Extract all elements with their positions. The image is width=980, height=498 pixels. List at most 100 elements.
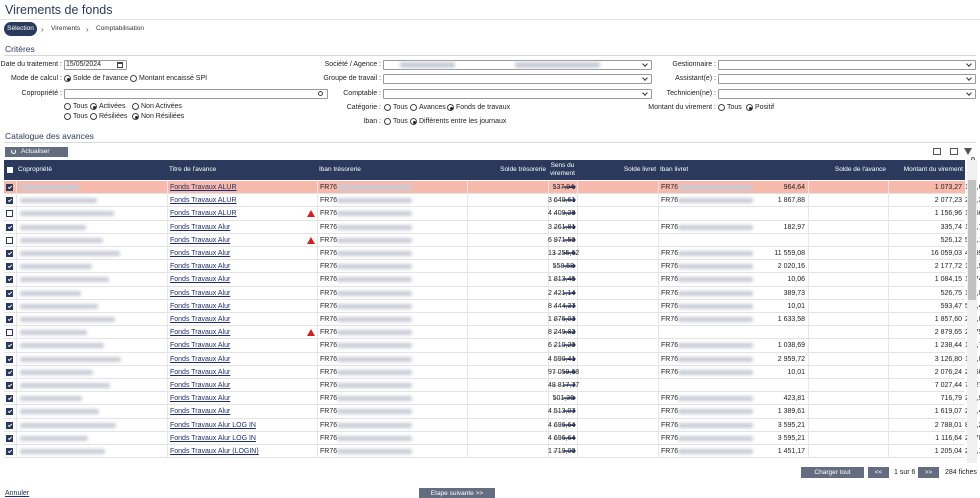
advance-title[interactable]: Fonds Travaux Alur [170,236,231,244]
radio-label[interactable]: Positif [755,104,775,111]
row-checkbox[interactable] [6,289,13,297]
radio[interactable] [90,113,97,120]
radio[interactable] [746,104,753,111]
column-header[interactable]: Titre de l'avance [169,166,217,173]
column-header[interactable]: Montant du virement [903,166,963,173]
radio-label[interactable]: Solde de l'avance [73,75,129,82]
column-header[interactable]: Iban trésorerie [319,166,361,173]
column-header[interactable]: Solde livret [623,166,656,173]
refresh-label[interactable]: Actualiser [21,148,50,155]
advance-title[interactable]: Fonds Travaux Alur [170,289,231,297]
advance-title[interactable]: Fonds Travaux ALUR [170,197,237,205]
advance-title[interactable]: Fonds Travaux Alur [170,368,231,376]
advance-title[interactable]: Fonds Travaux Alur [170,276,231,284]
radio-label[interactable]: Différents entre les journaux [419,118,507,125]
radio[interactable] [130,75,137,82]
select[interactable] [718,60,976,70]
radio[interactable] [132,113,139,120]
load-all-button[interactable]: Charger tout [801,467,864,478]
radio[interactable] [410,118,417,125]
radio[interactable] [410,104,417,111]
column-header[interactable]: Copropriété [18,166,52,173]
advance-title[interactable]: Fonds Travaux ALUR [170,210,237,218]
row-checkbox[interactable] [6,368,13,376]
tool-icon[interactable] [950,148,958,155]
select[interactable] [718,89,976,99]
radio[interactable] [447,104,454,111]
radio[interactable] [64,75,71,82]
radio-label[interactable]: Tous [727,104,742,111]
radio-label[interactable]: Non Activées [141,103,182,110]
row-checkbox[interactable] [6,421,13,429]
header-checkbox[interactable] [7,167,13,173]
radio[interactable] [90,103,97,110]
filter-icon[interactable] [964,148,972,155]
prev-button[interactable]: << [868,467,889,478]
cancel-link[interactable]: Annuler [5,490,30,497]
row-checkbox[interactable] [6,302,13,310]
row-checkbox[interactable] [6,223,13,231]
next-button[interactable]: >> [918,467,939,478]
step[interactable]: Comptabilisation [96,25,145,32]
radio[interactable] [718,104,725,111]
column-header[interactable]: Sens du virement [550,162,575,177]
row-checkbox[interactable] [6,250,13,257]
step-active[interactable]: Sélection [4,22,37,36]
row-checkbox[interactable] [6,184,13,191]
advance-title[interactable]: Fonds Travaux Alur [170,316,231,323]
advance-title[interactable]: Fonds Travaux Alur [170,302,231,310]
row-checkbox[interactable] [6,276,13,284]
row-checkbox[interactable] [6,210,13,218]
advance-title[interactable]: Fonds Travaux Alur [170,250,231,257]
row-checkbox[interactable] [6,434,13,442]
advance-title[interactable]: Fonds Travaux Alur [170,382,231,389]
row-checkbox[interactable] [6,355,13,363]
next-step-button[interactable]: Etape suivante >> [419,488,495,498]
column-header[interactable]: Solde trésorerie [500,166,546,173]
radio-label[interactable]: Résiliées [99,113,128,120]
radio-label[interactable]: Activées [99,103,126,110]
radio-label[interactable]: Tous [73,103,88,110]
select[interactable] [383,74,652,84]
advance-title[interactable]: Fonds Travaux Alur [170,342,231,350]
advance-title[interactable]: Fonds Travaux Alur LOG IN [170,421,256,429]
advance-title[interactable]: Fonds Travaux Alur [170,408,231,416]
radio[interactable] [384,118,391,125]
advance-title[interactable]: Fonds Travaux Alur [170,223,231,231]
advance-title[interactable]: Fonds Travaux Alur [170,395,231,403]
row-checkbox[interactable] [6,263,13,271]
radio-label[interactable]: Avances [419,104,446,111]
radio[interactable] [64,103,71,110]
advance-title[interactable]: Fonds Travaux Alur [170,329,231,337]
radio-label[interactable]: Tous [393,118,408,125]
row-checkbox[interactable] [6,408,13,416]
step[interactable]: Virements [51,25,81,32]
row-checkbox[interactable] [6,342,13,350]
advance-title[interactable]: Fonds Travaux Alur [170,355,231,363]
select[interactable] [383,89,652,99]
radio-label[interactable]: Non Résiliées [141,113,185,120]
radio-label[interactable]: Tous [73,113,88,120]
row-checkbox[interactable] [6,382,13,389]
radio-label[interactable]: Montant encaissé SPI [139,75,208,82]
advance-title[interactable]: Fonds Travaux Alur (LOGIN) [170,448,259,455]
row-checkbox[interactable] [6,448,13,455]
radio[interactable] [132,103,139,110]
copro-input[interactable] [64,89,328,99]
select[interactable] [718,74,976,84]
radio[interactable] [64,113,71,120]
column-header[interactable]: Iban livret [660,166,689,173]
column-header[interactable]: Solde de l'avance [834,166,886,173]
radio-label[interactable]: Fonds de travaux [456,104,511,111]
date-input[interactable] [64,60,127,70]
row-checkbox[interactable] [6,329,13,337]
row-checkbox[interactable] [6,197,13,205]
radio-label[interactable]: Tous [393,104,408,111]
advance-title[interactable]: Fonds Travaux Alur [170,263,231,271]
tool-icon[interactable] [933,148,941,155]
row-checkbox[interactable] [6,316,13,323]
refresh-button[interactable]: Actualiser [5,147,68,157]
row-checkbox[interactable] [6,395,13,403]
row-checkbox[interactable] [6,236,13,244]
advance-title[interactable]: Fonds Travaux Alur LOG IN [170,434,256,442]
